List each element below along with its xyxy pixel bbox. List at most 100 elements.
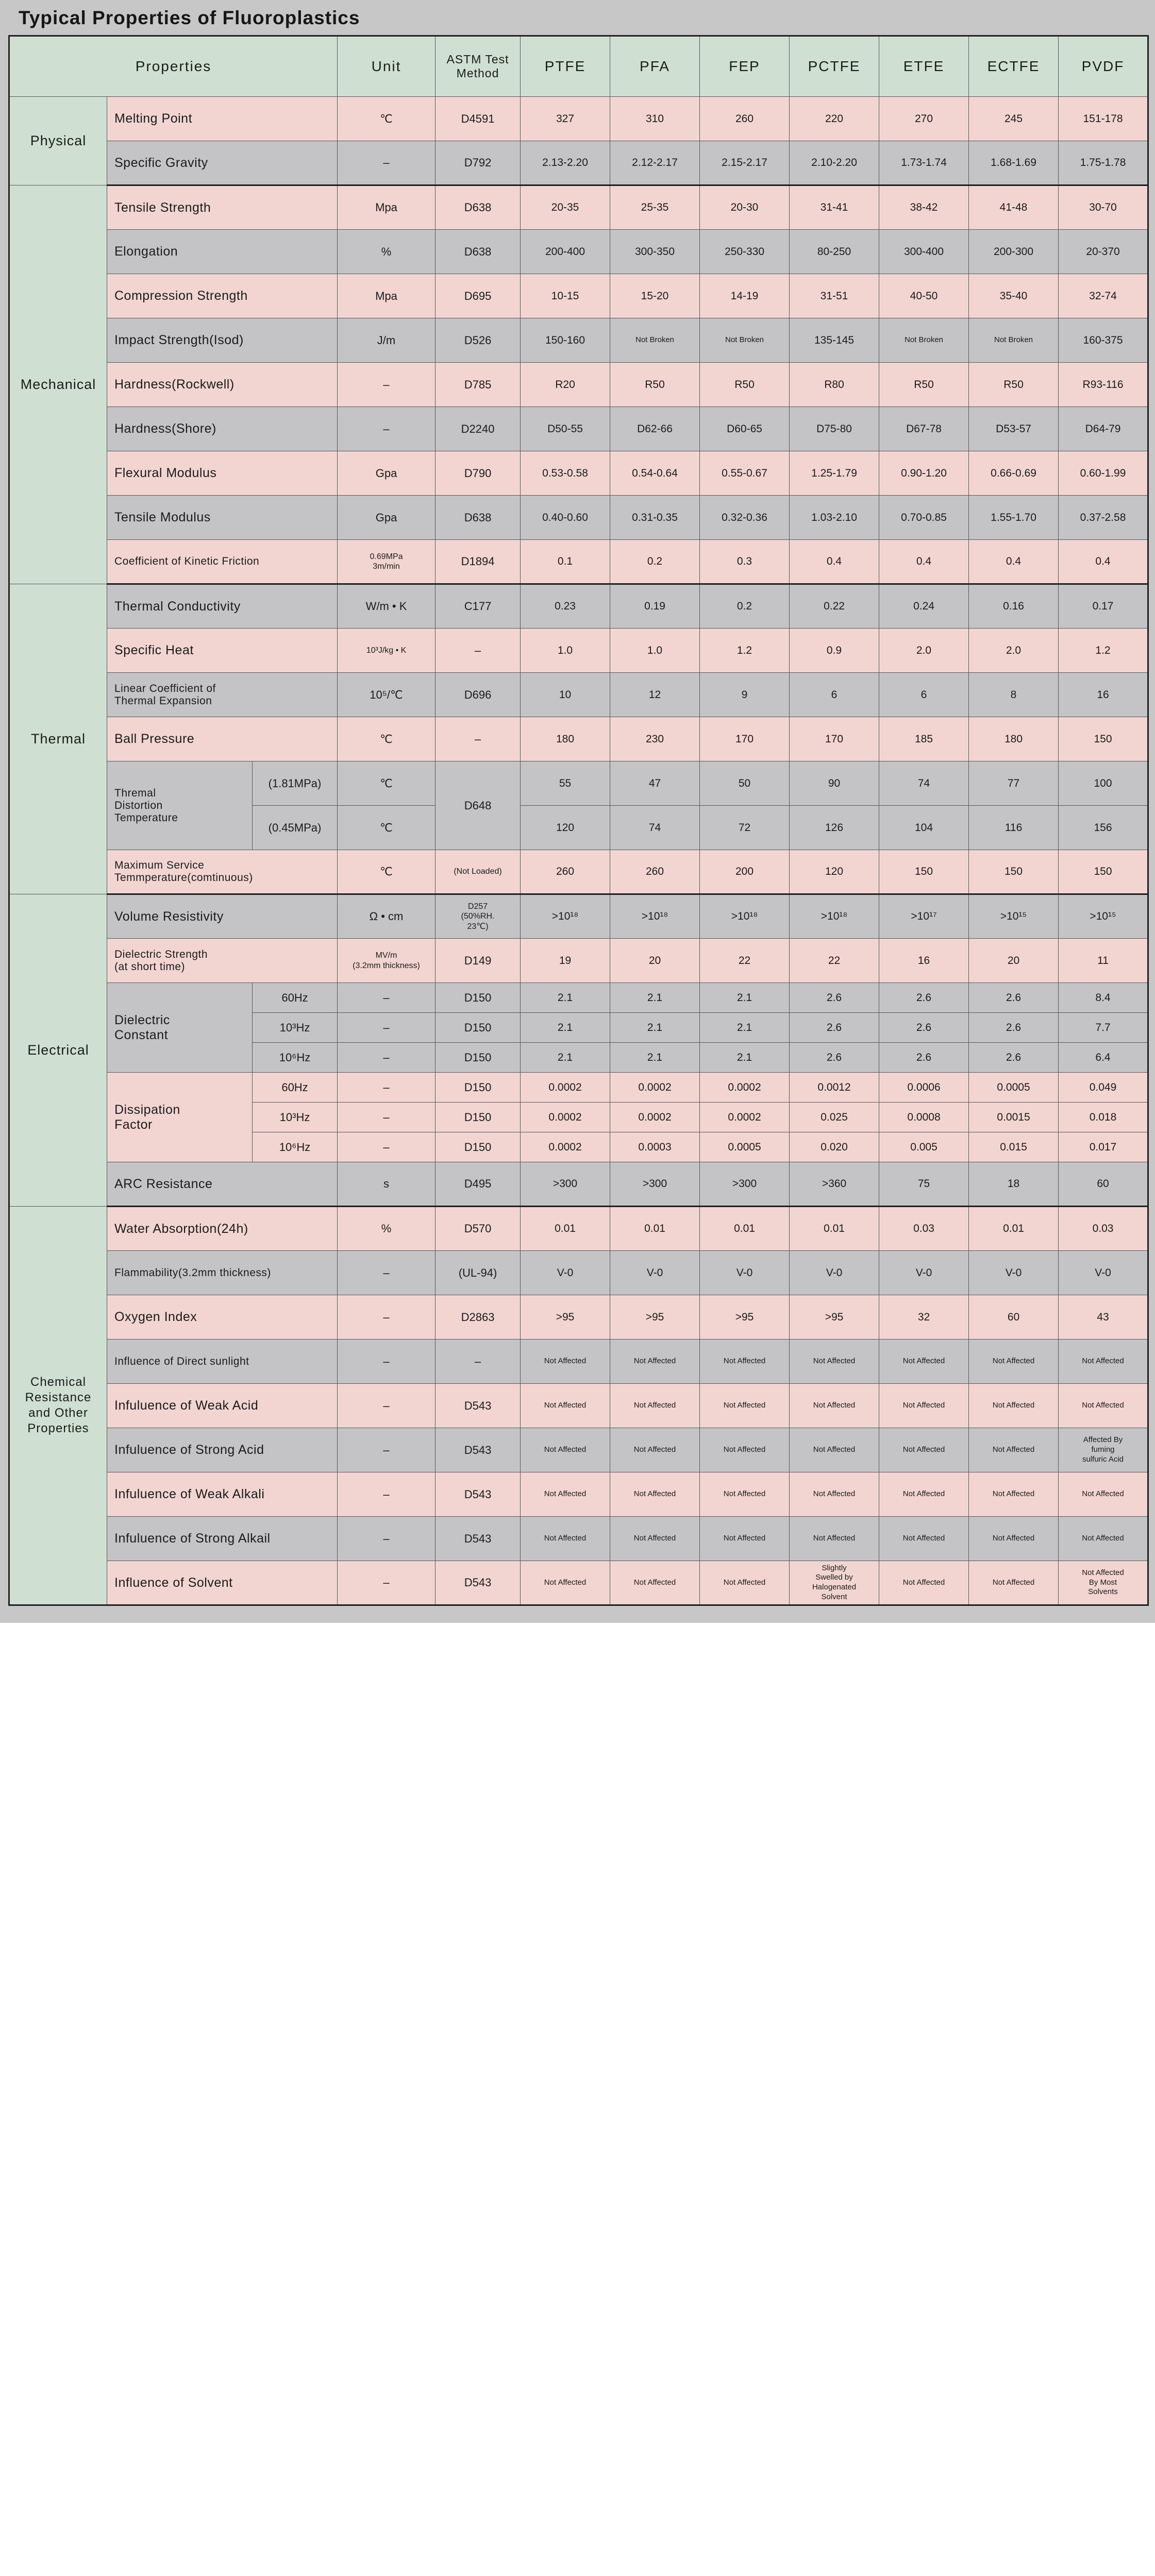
material-value: 10	[520, 672, 611, 717]
unit-value: –	[337, 1561, 436, 1606]
material-value: 35-40	[968, 274, 1059, 318]
material-value: 0.2	[699, 584, 790, 629]
astm-method: D4591	[435, 96, 521, 141]
astm-method: D543	[435, 1516, 521, 1561]
astm-method: D150	[435, 1132, 521, 1162]
material-value: >10¹⁸	[699, 894, 790, 939]
material-value: >95	[520, 1295, 611, 1340]
material-value: 200-300	[968, 229, 1059, 274]
material-value: 18	[968, 1162, 1059, 1207]
material-value: 0.0002	[610, 1072, 700, 1103]
material-value: 0.16	[968, 584, 1059, 629]
property-name: Coefficient of Kinetic Friction	[106, 539, 338, 585]
material-value: 72	[699, 805, 790, 850]
unit-value: ℃	[337, 761, 436, 806]
property-name: Influence of Solvent	[106, 1561, 338, 1606]
material-value: Not Affected	[610, 1516, 700, 1561]
material-value: V-0	[610, 1250, 700, 1295]
table-row: 10⁶Hz – D150 2.1 2.1 2.1 2.6 2.6 2.6 6.4	[9, 1042, 1149, 1073]
material-value: 0.015	[968, 1132, 1059, 1162]
material-value: 0.025	[789, 1102, 880, 1132]
properties-table: Properties Unit ASTM Test Method PTFE PF…	[8, 35, 1149, 1606]
material-value: Not Affected	[968, 1516, 1059, 1561]
material-value: Not Affected	[879, 1383, 969, 1428]
header-material-ectfe: ECTFE	[968, 36, 1059, 97]
table-row: Maximum Service Temmperature(comtinuous)…	[9, 850, 1149, 895]
unit-value: Ω • cm	[337, 894, 436, 939]
material-value: Not Affected	[610, 1339, 700, 1384]
material-value: 0.0012	[789, 1072, 880, 1103]
material-value: 1.0	[520, 628, 611, 673]
material-value: D67-78	[879, 406, 969, 451]
material-value: 20-35	[520, 185, 611, 230]
material-value: D53-57	[968, 406, 1059, 451]
property-name: Volume Resistivity	[106, 894, 338, 939]
material-value: 32-74	[1058, 274, 1149, 318]
material-value: 200	[699, 850, 790, 895]
header-material-etfe: ETFE	[879, 36, 969, 97]
material-value: 0.01	[610, 1206, 700, 1251]
material-value: 2.1	[610, 1042, 700, 1073]
material-value: 60	[968, 1295, 1059, 1340]
material-value: 150-160	[520, 318, 611, 363]
astm-method: D150	[435, 1012, 521, 1043]
material-value: 12	[610, 672, 700, 717]
material-value: 75	[879, 1162, 969, 1207]
material-value: 170	[699, 717, 790, 761]
material-value: D50-55	[520, 406, 611, 451]
unit-value: –	[337, 1472, 436, 1517]
unit-value: 10³J/kg • K	[337, 628, 436, 673]
material-value: Not Affected	[879, 1516, 969, 1561]
material-value: 2.6	[968, 982, 1059, 1013]
material-value: 0.0003	[610, 1132, 700, 1162]
astm-method: (UL-94)	[435, 1250, 521, 1295]
property-sub-condition: 10³Hz	[252, 1102, 338, 1132]
property-name: Infuluence of Strong Acid	[106, 1428, 338, 1472]
material-value: Not Affected	[699, 1383, 790, 1428]
material-value: 2.1	[699, 1042, 790, 1073]
material-value: 0.32-0.36	[699, 495, 790, 540]
table-row: Compression Strength Mpa D695 10-15 15-20 14-…	[9, 274, 1149, 318]
table-row: Oxygen Index – D2863 >95 >95 >95 >95 32 60 43	[9, 1295, 1149, 1340]
property-name: Tensile Strength	[106, 185, 338, 230]
material-value: >95	[610, 1295, 700, 1340]
table-row: Flammability(3.2mm thickness) – (UL-94) V-0…	[9, 1250, 1149, 1295]
property-name: Tensile Modulus	[106, 495, 338, 540]
material-value: 0.01	[699, 1206, 790, 1251]
material-value: 31-51	[789, 274, 880, 318]
material-value: 30-70	[1058, 185, 1149, 230]
material-value: 0.0005	[968, 1072, 1059, 1103]
material-value: 0.1	[520, 539, 611, 585]
material-value: 0.53-0.58	[520, 451, 611, 496]
property-name: Oxygen Index	[106, 1295, 338, 1340]
material-value: 0.03	[879, 1206, 969, 1251]
property-name: Infuluence of Weak Acid	[106, 1383, 338, 1428]
astm-method: D792	[435, 141, 521, 186]
material-value: 1.03-2.10	[789, 495, 880, 540]
material-value: Not Affected	[879, 1472, 969, 1517]
material-value: 327	[520, 96, 611, 141]
material-value: Not Affected	[699, 1516, 790, 1561]
table-row: Hardness(Rockwell) – D785 R20 R50 R50 R80 R50 R5…	[9, 362, 1149, 407]
table-row: Infuluence of Weak Acid – D543 Not Affected…	[9, 1383, 1149, 1428]
material-value: Not Affected	[520, 1428, 611, 1472]
material-value: 1.2	[1058, 628, 1149, 673]
material-value: Not Affected	[1058, 1472, 1149, 1517]
material-value: Not Affected	[699, 1561, 790, 1606]
material-value: 0.70-0.85	[879, 495, 969, 540]
material-value: Not Affected	[789, 1383, 880, 1428]
property-name: Flammability(3.2mm thickness)	[106, 1250, 338, 1295]
unit-value: ℃	[337, 805, 436, 850]
material-value: Slightly Swelled by Halogenated Solvent	[789, 1561, 880, 1606]
material-value: 14-19	[699, 274, 790, 318]
material-value: 0.4	[789, 539, 880, 585]
material-value: 20	[610, 938, 700, 983]
material-value: 104	[879, 805, 969, 850]
material-value: Not Affected	[968, 1472, 1059, 1517]
astm-method: D543	[435, 1561, 521, 1606]
material-value: 0.90-1.20	[879, 451, 969, 496]
material-value: >10¹⁸	[789, 894, 880, 939]
property-sub-condition: 60Hz	[252, 1072, 338, 1103]
material-value: 0.0015	[968, 1102, 1059, 1132]
header-properties: Properties	[8, 36, 338, 97]
